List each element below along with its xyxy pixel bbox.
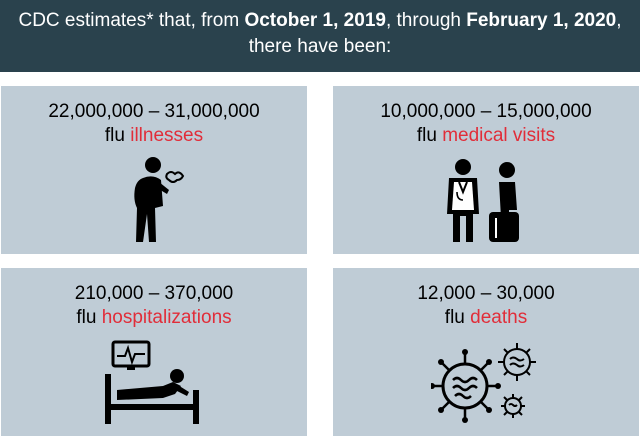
illnesses-prefix: flu (104, 125, 131, 146)
header-line-2: there have been: (248, 36, 392, 57)
header-banner: CDC estimates* that, from October 1, 201… (0, 0, 640, 72)
medical-visits-card: 10,000,000 – 15,000,000 flu medical visi… (333, 86, 639, 254)
medical-visits-prefix: flu (416, 125, 443, 146)
illnesses-card: 22,000,000 – 31,000,000 flu illnesses (1, 86, 307, 254)
deaths-label: flu deaths (333, 306, 639, 330)
deaths-prefix: flu (444, 307, 471, 328)
illnesses-range: 22,000,000 – 31,000,000 (48, 101, 260, 122)
deaths-range: 12,000 – 30,000 (417, 283, 555, 304)
hospitalizations-highlight: hospitalizations (101, 307, 232, 328)
doctor-patient-icon (447, 159, 519, 242)
header-start-date: October 1, 2019 (244, 10, 386, 31)
deaths-highlight: deaths (470, 307, 528, 328)
illnesses-highlight: illnesses (130, 125, 204, 146)
header-prefix: CDC estimates* that, from (18, 10, 245, 31)
deaths-card: 12,000 – 30,000 flu deaths (333, 268, 639, 436)
hospitalizations-card: 210,000 – 370,000 flu hospitalizations (1, 268, 307, 436)
header-end-date: February 1, 2020 (466, 10, 617, 31)
hospitalizations-label: flu hospitalizations (1, 306, 307, 330)
sick-person-icon (134, 157, 185, 242)
header-suffix: , (616, 10, 622, 31)
illnesses-label: flu illnesses (1, 124, 307, 148)
medical-visits-range: 10,000,000 – 15,000,000 (380, 101, 592, 122)
medical-visits-highlight: medical visits (442, 125, 556, 146)
header-line-1: CDC estimates* that, from October 1, 201… (0, 8, 640, 34)
medical-visits-label: flu medical visits (333, 124, 639, 148)
hospitalizations-prefix: flu (76, 307, 102, 328)
hospital-bed-icon (105, 340, 199, 424)
hospitalizations-range: 210,000 – 370,000 (74, 283, 234, 304)
header-middle: , through (385, 10, 467, 31)
virus-icon (431, 343, 536, 423)
